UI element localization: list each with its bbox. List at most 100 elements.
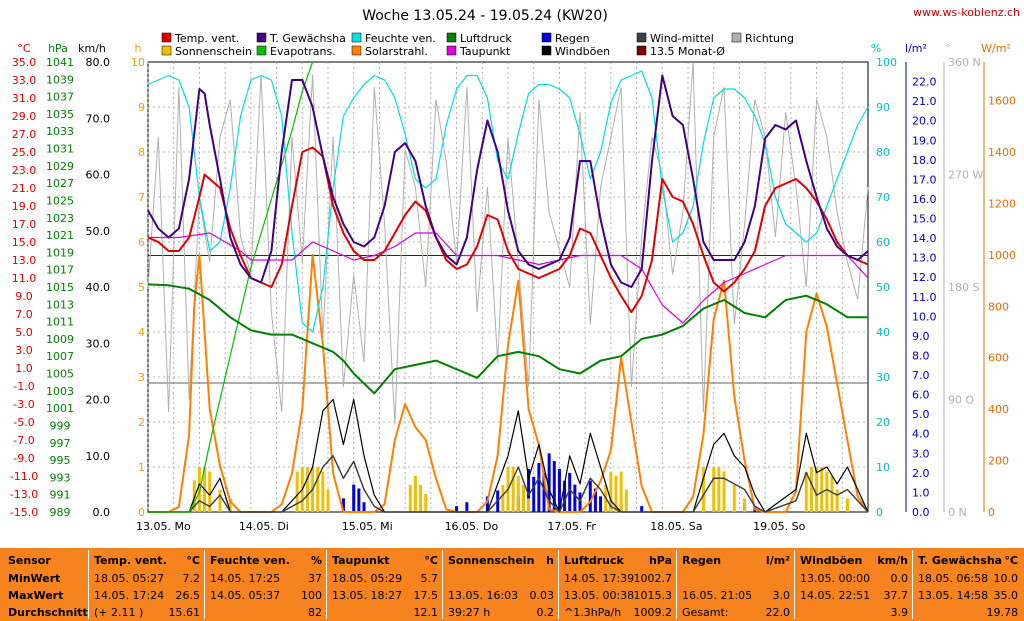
tick-wm2-6: 400 (988, 403, 1009, 416)
tick-pct-9: 10 (876, 461, 890, 474)
tick-hpa-12: 1017 (46, 264, 74, 277)
stats-avg-value-4: 1009.2 (633, 606, 673, 619)
legend-swatch-7 (161, 45, 172, 56)
legend-swatch-5 (636, 32, 647, 43)
x-tick-label-5: 18.05. Sa (650, 520, 702, 533)
bar-sonnenschein-37 (820, 467, 824, 512)
bar-regen-11 (532, 476, 536, 512)
stats-header-unit-2: °C (424, 554, 438, 567)
tick-rain-0: 22.0 (912, 76, 937, 89)
series-wind-direction (147, 61, 869, 425)
tick-temp_c-6: 23.0 (12, 164, 37, 177)
tick-hpa-18: 1005 (46, 368, 74, 381)
bar-regen-23 (599, 496, 603, 512)
stats-row-label-2: MaxWert (8, 589, 64, 602)
tick-rain-13: 9.0 (912, 330, 930, 343)
tick-hpa-10: 1021 (46, 229, 74, 242)
stats-min-time-1: 14.05. 17:25 (210, 572, 281, 585)
tick-pct-2: 80 (876, 146, 890, 159)
tick-hours-10: 0 (138, 506, 145, 519)
stats-header-unit-5: l/m² (765, 554, 790, 567)
tick-temp_c-25: -15.0 (10, 506, 38, 519)
stats-column-3: Sonnenschein h 13.05. 16:03 0.03 39:27 h 0.2 (446, 548, 558, 621)
tick-wm2-4: 800 (988, 300, 1009, 313)
tick-kmh-5: 30.0 (86, 337, 111, 350)
series-luftdruck (147, 283, 868, 395)
stats-row-label-0: Sensor (8, 554, 51, 567)
tick-rain-10: 12.0 (912, 271, 937, 284)
stats-avg-value-2: 12.1 (413, 606, 439, 619)
stats-max-value-5: 3.0 (772, 589, 791, 602)
tick-hpa-1: 1039 (46, 73, 74, 86)
stats-max-time-1: 14.05. 05:37 (210, 589, 281, 602)
tick-hpa-24: 993 (50, 471, 71, 484)
tick-temp_c-13: 9.0 (15, 290, 33, 303)
tick-hpa-14: 1013 (46, 298, 74, 311)
tick-hours-9: 1 (138, 461, 145, 474)
tick-temp_c-8: 19.0 (12, 200, 37, 213)
tick-hpa-6: 1029 (46, 160, 74, 173)
bar-sonnenschein-12 (326, 489, 330, 512)
tick-rain-16: 6.0 (912, 389, 930, 402)
tick-temp_c-7: 21.0 (12, 182, 37, 195)
stats-header-unit-6: km/h (877, 554, 908, 567)
tick-wm2-8: 0 (988, 506, 995, 519)
tick-hpa-16: 1009 (46, 333, 74, 346)
tick-hours-0: 10 (131, 56, 145, 69)
website-link[interactable]: www.ws-koblenz.ch (913, 6, 1020, 19)
bar-sonnenschein-35 (809, 467, 813, 512)
stats-max-time-3: 13.05. 16:03 (448, 589, 519, 602)
bars-layer (192, 453, 849, 512)
stats-max-value-6: 37.7 (883, 589, 909, 602)
bar-regen-10 (527, 468, 531, 512)
stats-min-value-1: 37 (308, 572, 322, 585)
stats-header-name-1: Feuchte ven. (210, 554, 290, 567)
tick-rain-7: 15.0 (912, 213, 937, 226)
tick-hours-2: 8 (138, 146, 145, 159)
tick-temp_c-21: -7.0 (13, 434, 34, 447)
bar-regen-3 (362, 502, 366, 512)
x-tick-label-1: 14.05. Di (239, 520, 289, 533)
tick-pct-8: 20 (876, 416, 890, 429)
bar-sonnenschein-20 (516, 476, 520, 512)
tick-hpa-8: 1025 (46, 194, 74, 207)
tick-dir-2: 180 S (948, 281, 979, 294)
tick-rain-1: 21.0 (912, 95, 937, 108)
stats-min-time-6: 13.05. 00:00 (800, 572, 871, 585)
bar-regen-15 (552, 461, 556, 512)
stats-min-time-4: 14.05. 17:39 (564, 572, 635, 585)
stats-min-time-7: 18.05. 06:58 (918, 572, 989, 585)
bar-sonnenschein-3 (208, 471, 212, 512)
stats-header-unit-0: °C (186, 554, 200, 567)
bar-sonnenschein-17 (501, 485, 505, 512)
stats-max-time-7: 13.05. 14:58 (918, 589, 989, 602)
chart-title: Woche 13.05.24 - 19.05.24 (KW20) (362, 8, 608, 24)
tick-rain-11: 11.0 (912, 291, 937, 304)
tick-rain-18: 4.0 (912, 428, 930, 441)
tick-temp_c-19: -3.0 (13, 398, 34, 411)
tick-rain-6: 16.0 (912, 193, 937, 206)
bar-sonnenschein-38 (825, 471, 829, 512)
bar-regen-4 (455, 506, 459, 512)
legend-label-7: Sonnenschein (175, 45, 252, 58)
stats-min-value-0: 7.2 (182, 572, 201, 585)
tick-rain-2: 20.0 (912, 115, 937, 128)
x-tick-label-2: 15.05. Mi (342, 520, 393, 533)
stats-column-0: Temp. vent. °C 18.05. 05:27 7.2 14.05. 17:24… (92, 548, 204, 621)
bar-sonnenschein-16 (424, 494, 428, 512)
tick-hpa-26: 989 (50, 506, 71, 519)
x-tick-label-6: 19.05. So (753, 520, 805, 533)
tick-wm2-1: 1400 (988, 146, 1016, 159)
stats-avg-value-5: 22.0 (765, 606, 791, 619)
stats-header-unit-3: h (546, 554, 554, 567)
bar-regen-17 (563, 480, 567, 512)
legend-swatch-2 (351, 32, 362, 43)
bar-sonnenschein-14 (413, 476, 417, 512)
tick-temp_c-9: 17.0 (12, 218, 37, 231)
bar-sonnenschein-27 (624, 489, 628, 512)
tick-hours-1: 9 (138, 101, 145, 114)
stats-column-5: Regen l/m² 16.05. 21:05 3.0 Gesamt: 22.0 (680, 548, 794, 621)
stats-separator-3 (442, 550, 443, 619)
axis-ticks: 35.033.031.029.027.025.023.021.019.017.0… (10, 56, 1016, 519)
tick-kmh-7: 10.0 (86, 450, 111, 463)
